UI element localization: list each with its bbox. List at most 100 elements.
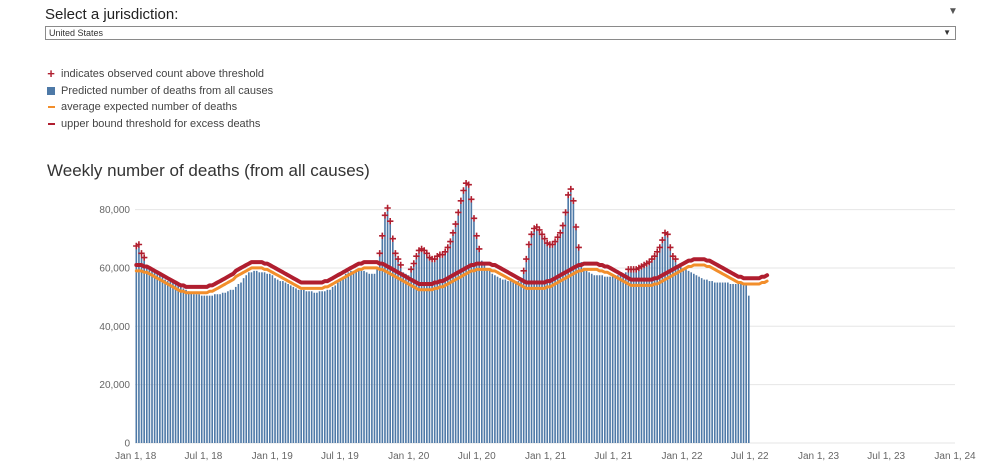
x-tick-label: Jul 1, 23 — [867, 451, 905, 462]
jurisdiction-selected-value: United States — [49, 28, 104, 38]
bar — [478, 251, 480, 443]
bar — [274, 278, 276, 443]
above-threshold-marker — [659, 236, 666, 244]
bar — [193, 294, 195, 443]
bar — [287, 283, 289, 443]
bar — [672, 259, 674, 443]
bar — [431, 262, 433, 443]
bar — [271, 275, 274, 443]
bar — [515, 281, 517, 443]
bar — [203, 295, 206, 443]
bar — [669, 250, 672, 443]
legend-label: upper bound threshold for excess deaths — [61, 117, 261, 130]
bar — [470, 202, 473, 443]
bar — [268, 273, 271, 443]
above-threshold-marker — [376, 250, 383, 257]
bar — [148, 267, 151, 443]
above-threshold-marker — [407, 266, 415, 273]
bar — [276, 279, 279, 443]
bar — [551, 247, 554, 443]
above-threshold-marker — [654, 248, 661, 255]
above-threshold-marker — [520, 267, 527, 274]
above-threshold-marker — [557, 229, 564, 236]
bar — [289, 285, 292, 443]
above-threshold-marker — [138, 250, 145, 257]
bar — [444, 254, 446, 443]
bar — [337, 282, 339, 443]
bar — [742, 283, 745, 443]
bar — [342, 276, 344, 443]
bar — [619, 273, 622, 443]
bar — [452, 235, 454, 443]
legend-item-upper-bound: upper bound threshold for excess deaths — [45, 116, 273, 133]
bar — [360, 270, 363, 443]
bar — [389, 224, 392, 443]
bar — [357, 269, 360, 443]
bar — [190, 292, 193, 443]
bar — [164, 279, 166, 443]
bar — [609, 276, 611, 443]
above-threshold-marker — [457, 197, 465, 204]
bar — [237, 283, 240, 443]
bar — [156, 273, 159, 443]
bar — [569, 192, 572, 443]
bar — [428, 260, 431, 443]
above-threshold-marker — [442, 248, 449, 255]
bar — [245, 275, 248, 443]
bar — [747, 295, 750, 443]
bar — [185, 289, 187, 443]
x-tick-label: Jul 1, 21 — [594, 451, 632, 462]
legend-label: Predicted number of deaths from all caus… — [61, 84, 274, 97]
bar — [598, 275, 601, 443]
bar — [734, 283, 737, 443]
above-threshold-marker — [664, 231, 671, 238]
bar — [258, 272, 261, 443]
bar — [501, 279, 504, 443]
bar — [512, 281, 515, 443]
bar — [590, 273, 593, 443]
bar — [224, 292, 227, 443]
above-threshold-marker — [667, 244, 674, 251]
bar — [316, 292, 318, 443]
bar — [363, 270, 365, 443]
dash-icon — [45, 122, 57, 125]
bar — [412, 266, 415, 443]
bar — [313, 292, 316, 443]
above-threshold-marker — [570, 197, 577, 204]
bar — [365, 272, 368, 443]
bar — [195, 294, 198, 443]
legend: + indicates observed count above thresho… — [45, 66, 273, 132]
caret-down-icon[interactable]: ▼ — [948, 6, 958, 17]
above-threshold-marker — [656, 244, 663, 251]
bar — [499, 278, 501, 443]
bar — [546, 246, 549, 443]
x-tick-label: Jan 1, 24 — [934, 451, 976, 462]
bar — [462, 193, 465, 443]
bar — [679, 266, 682, 443]
x-tick-label: Jan 1, 18 — [115, 451, 157, 462]
above-threshold-marker — [551, 238, 559, 245]
plus-icon: + — [47, 66, 55, 82]
bar — [454, 227, 457, 443]
bar — [653, 259, 656, 443]
bar — [297, 289, 300, 443]
x-tick-label: Jan 1, 23 — [798, 451, 840, 462]
bar — [617, 275, 619, 443]
bar — [645, 266, 648, 443]
bar — [182, 288, 185, 443]
above-threshold-marker — [449, 229, 457, 236]
bar — [693, 273, 695, 443]
bar — [392, 241, 394, 443]
bar — [711, 281, 713, 443]
jurisdiction-select[interactable]: United States ▼ — [45, 26, 956, 40]
above-threshold-marker — [379, 232, 386, 239]
bar — [371, 273, 373, 443]
bar — [151, 270, 153, 443]
above-threshold-marker — [565, 191, 572, 199]
bar — [580, 262, 583, 443]
bar — [627, 272, 630, 443]
bar — [399, 267, 402, 443]
bar — [326, 289, 329, 443]
above-threshold-marker — [572, 223, 580, 231]
